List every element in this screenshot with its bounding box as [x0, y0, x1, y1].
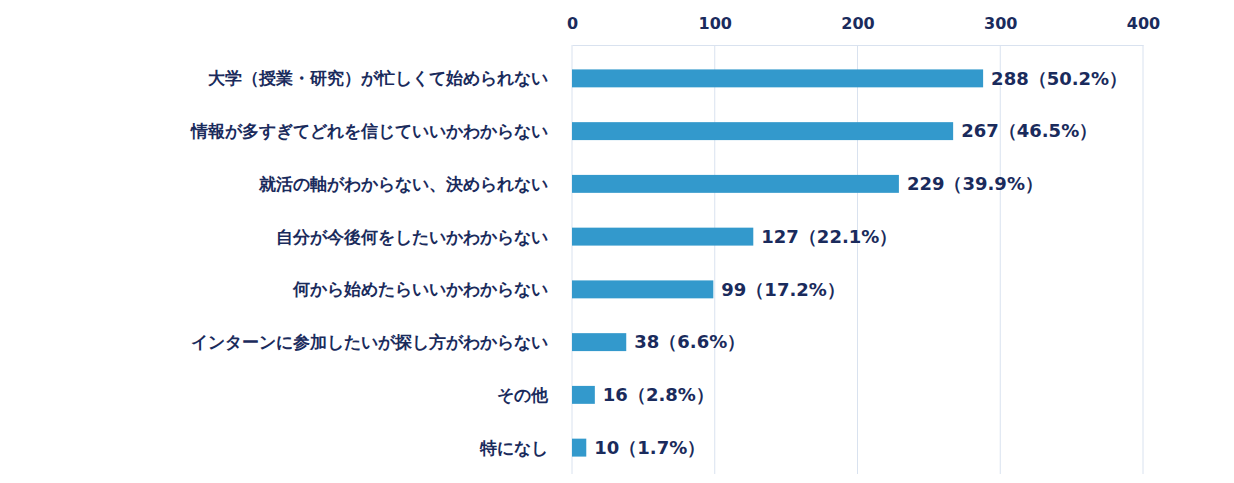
category-label: 自分が今後何をしたいかわからない — [276, 227, 548, 247]
data-label: 288（50.2%） — [991, 68, 1127, 89]
data-label: 16（2.8%） — [603, 384, 714, 405]
tick-label: 200 — [841, 14, 874, 33]
grid-line — [1000, 45, 1001, 474]
y-axis: 大学（授業・研究）が忙しくて始められない情報が多すぎてどれを信じていいかわからな… — [190, 68, 549, 457]
data-label: 99（17.2%） — [721, 279, 845, 300]
bar — [572, 122, 953, 140]
category-label: 大学（授業・研究）が忙しくて始められない — [208, 68, 548, 88]
grid-line — [857, 45, 858, 474]
chart: 0 100 200 300 400 大学（授業・研究）が忙しくて始められない情報が多すぎて… — [0, 0, 1234, 483]
data-label: 38（6.6%） — [634, 331, 745, 352]
bar — [572, 333, 626, 351]
category-label: 特になし — [479, 438, 548, 458]
axis-line — [573, 45, 1144, 46]
data-label: 267（46.5%） — [961, 120, 1097, 141]
tick: 100 — [699, 14, 732, 45]
bar — [572, 386, 595, 404]
tick: 400 — [1127, 14, 1160, 45]
grid — [572, 45, 1143, 474]
tick-label: 400 — [1127, 14, 1160, 33]
data-label: 10（1.7%） — [594, 437, 705, 458]
data-label: 127（22.1%） — [761, 226, 897, 247]
grid-line — [572, 45, 573, 474]
tick: 0 — [567, 14, 578, 45]
bars — [572, 69, 983, 456]
tick: 200 — [841, 14, 874, 45]
tick-label: 0 — [567, 14, 578, 33]
tick-label: 300 — [984, 14, 1017, 33]
grid-line — [714, 45, 715, 474]
data-labels: 288（50.2%） 267（46.5%） 229（39.9%） 127（22.1%）… — [594, 68, 1127, 458]
grid-line — [1143, 45, 1144, 474]
bar — [572, 69, 983, 87]
bar — [572, 228, 753, 246]
category-label: その他 — [497, 385, 549, 405]
tick-label: 100 — [699, 14, 732, 33]
bar — [572, 280, 713, 298]
bar — [572, 175, 899, 193]
category-label: 情報が多すぎてどれを信じていいかわからない — [190, 121, 548, 141]
x-axis: 0 100 200 300 400 — [567, 14, 1160, 46]
category-label: インターンに参加したいが探し方がわからない — [191, 332, 548, 352]
category-label: 就活の軸がわからない、決められない — [258, 174, 548, 194]
bar — [572, 439, 586, 457]
data-label: 229（39.9%） — [907, 173, 1043, 194]
category-label: 何から始めたらいいかわからない — [292, 279, 548, 299]
tick: 300 — [984, 14, 1017, 45]
